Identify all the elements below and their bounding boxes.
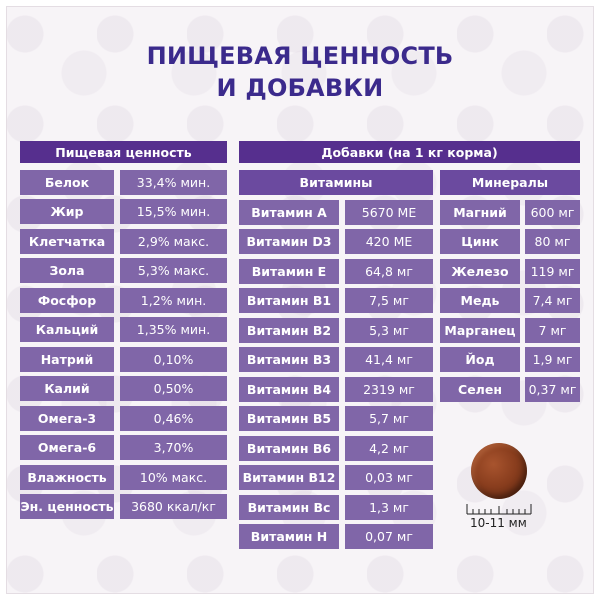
nutrition-value: 0,50% [120,376,227,401]
vitamin-label: Витамин B12 [239,465,339,490]
vitamin-value: 1,3 мг [345,495,433,520]
mineral-value: 600 мг [525,200,580,225]
additives-header: Добавки (на 1 кг корма) [239,141,580,163]
nutrition-value: 33,4% мин. [120,170,227,195]
vitamin-label: Витамин E [239,259,339,284]
nutrition-label: Клетчатка [20,229,114,254]
mineral-label: Цинк [440,229,520,254]
nutrition-label: Кальций [20,317,114,342]
nutrition-label: Жир [20,199,114,224]
nutrition-label: Влажность [20,465,114,490]
vitamin-label: Витамин B4 [239,377,339,402]
vitamin-label: Витамин B1 [239,288,339,313]
nutrition-label: Зола [20,258,114,283]
mineral-label: Медь [440,288,520,313]
vitamin-value: 4,2 мг [345,436,433,461]
nutrition-value: 0,46% [120,406,227,431]
vitamins-header: Витамины [239,170,433,195]
nutrition-value: 1,2% мин. [120,288,227,313]
kibble-image [471,443,527,499]
vitamin-value: 41,4 мг [345,347,433,372]
nutrition-label: Фосфор [20,288,114,313]
page-title-line1: ПИЩЕВАЯ ЦЕННОСТЬ [146,42,454,70]
nutrition-value: 5,3% макс. [120,258,227,283]
nutrition-value: 3,70% [120,435,227,460]
mineral-label: Йод [440,347,520,372]
nutrition-label: Омега-6 [20,435,114,460]
vitamin-value: 0,03 мг [345,465,433,490]
vitamin-label: Витамин B5 [239,406,339,431]
mineral-value: 80 мг [525,229,580,254]
mineral-value: 119 мг [525,259,580,284]
size-ruler [466,504,532,515]
vitamin-value: 5,3 мг [345,318,433,343]
nutrition-label: Натрий [20,347,114,372]
vitamin-label: Витамин B6 [239,436,339,461]
mineral-label: Марганец [440,318,520,343]
vitamin-label: Витамин Bc [239,495,339,520]
mineral-label: Железо [440,259,520,284]
vitamin-label: Витамин B3 [239,347,339,372]
vitamin-value: 7,5 мг [345,288,433,313]
nutrition-value: 0,10% [120,347,227,372]
nutrition-label: Калий [20,376,114,401]
vitamin-value: 420 МЕ [345,229,433,254]
mineral-value: 7,4 мг [525,288,580,313]
mineral-label: Селен [440,377,520,402]
vitamin-label: Витамин A [239,200,339,225]
page-title-line2: И ДОБАВКИ [216,74,384,102]
nutrition-value: 2,9% макс. [120,229,227,254]
nutrition-value: 10% макс. [120,465,227,490]
nutrition-label: Омега-3 [20,406,114,431]
vitamin-label: Витамин B2 [239,318,339,343]
nutrition-label: Эн. ценность [20,494,114,519]
nutrition-value: 3680 ккал/кг [120,494,227,519]
vitamin-value: 5670 МЕ [345,200,433,225]
minerals-header: Минералы [440,170,580,195]
vitamin-label: Витамин H [239,524,339,549]
vitamin-value: 2319 мг [345,377,433,402]
vitamin-value: 5,7 мг [345,406,433,431]
mineral-label: Магний [440,200,520,225]
mineral-value: 0,37 мг [525,377,580,402]
vitamin-label: Витамин D3 [239,229,339,254]
kibble-size-label: 10-11 мм [470,516,527,530]
mineral-value: 7 мг [525,318,580,343]
nutrition-header: Пищевая ценность [20,141,227,163]
vitamin-value: 0,07 мг [345,524,433,549]
nutrition-value: 15,5% мин. [120,199,227,224]
vitamin-value: 64,8 мг [345,259,433,284]
nutrition-value: 1,35% мин. [120,317,227,342]
nutrition-label: Белок [20,170,114,195]
mineral-value: 1,9 мг [525,347,580,372]
